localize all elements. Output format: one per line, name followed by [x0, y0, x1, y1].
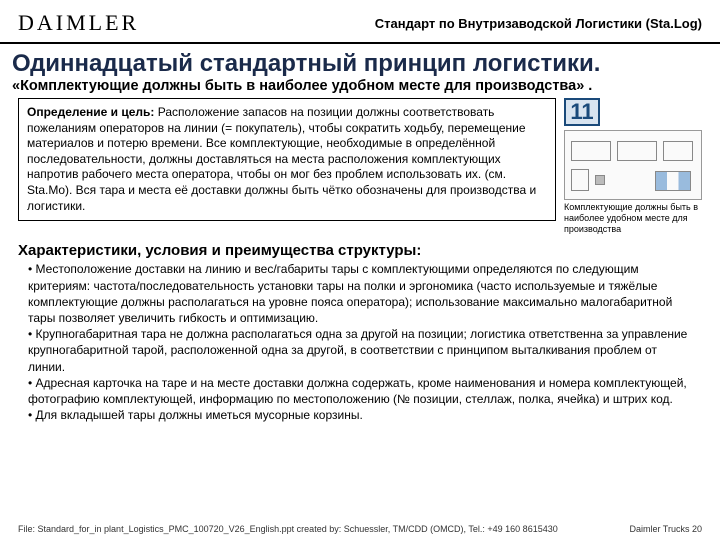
figure-caption: Комплектующие должны быть в наиболее удо… [564, 202, 702, 234]
header-subtitle: Стандарт по Внутризаводской Логистики (S… [375, 16, 702, 31]
page-title: Одиннадцатый стандартный принцип логисти… [0, 44, 720, 78]
logo: DAIMLER [18, 10, 139, 36]
bullet-item: • Для вкладышей тары должны иметься мусо… [28, 407, 692, 423]
content-row: Определение и цель: Расположение запасов… [0, 98, 720, 234]
section-title: Характеристики, условия и преимущества с… [0, 234, 720, 261]
figure-box: 11 Комплектующие должны быть в наиболее … [564, 98, 702, 234]
principle-number-badge: 11 [564, 98, 600, 126]
footer-right: Daimler Trucks 20 [629, 524, 702, 534]
definition-box: Определение и цель: Расположение запасов… [18, 98, 556, 221]
footer-left: File: Standard_for_in plant_Logistics_PM… [18, 524, 558, 534]
bullets-list: • Местоположение доставки на линию и вес… [0, 261, 720, 423]
header: DAIMLER Стандарт по Внутризаводской Логи… [0, 0, 720, 44]
definition-heading: Определение и цель: [27, 105, 154, 119]
footer: File: Standard_for_in plant_Logistics_PM… [0, 524, 720, 534]
bullet-item: • Местоположение доставки на линию и вес… [28, 261, 692, 326]
bullet-item: • Крупногабаритная тара не должна распол… [28, 326, 692, 375]
bullet-item: • Адресная карточка на таре и на месте д… [28, 375, 692, 407]
page-subtitle: «Комплектующие должны быть в наиболее уд… [0, 78, 720, 98]
schematic-diagram [564, 130, 702, 200]
definition-body: Расположение запасов на позиции должны с… [27, 105, 536, 213]
